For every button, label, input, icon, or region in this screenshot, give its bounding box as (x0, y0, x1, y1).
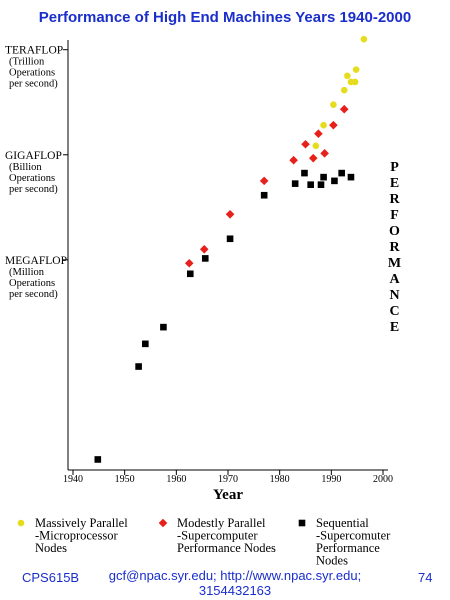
x-tick-label: 1970 (218, 474, 238, 485)
x-axis-title: Year (213, 487, 243, 503)
y-axis-title: PERFORMANCE (387, 160, 402, 336)
point (201, 255, 209, 262)
y-tick-label: MEGAFLOP (5, 255, 67, 267)
point (301, 169, 308, 177)
y-tick-label: TERAFLOP (5, 45, 63, 57)
y-tick-note: (Billion Operations per second) (9, 162, 58, 195)
point (331, 177, 338, 185)
point (330, 101, 337, 108)
point (340, 86, 348, 94)
point (142, 340, 149, 348)
x-tick-label: 1940 (63, 474, 83, 485)
point (347, 173, 355, 181)
point (314, 129, 323, 138)
point (184, 258, 194, 268)
chart-title: Performance of High End Machines Years 1… (39, 9, 411, 26)
point (320, 149, 329, 158)
footer-left: CPS615B (22, 570, 79, 585)
x-tick-label: 1950 (115, 474, 135, 485)
y-tick-note: (Million Operations per second) (9, 267, 58, 300)
point (352, 66, 360, 73)
point (360, 35, 368, 43)
point (260, 191, 268, 199)
point (94, 456, 102, 463)
point (226, 235, 234, 243)
point (186, 270, 194, 278)
y-tick-note: (Trillion Operations per second) (9, 57, 58, 90)
x-tick-label: 2000 (373, 474, 393, 485)
legend-label: Sequential -Supercomuter Performance Nodes (316, 516, 391, 568)
y-tick-label: GIGAFLOP (5, 150, 62, 162)
legend-marker (298, 519, 306, 527)
point (291, 180, 299, 187)
point (307, 181, 314, 188)
legend-label: Modestly Parallel -Supercomputer Performan… (177, 516, 276, 555)
point (320, 121, 327, 129)
point (160, 323, 167, 331)
point (317, 181, 325, 188)
point (344, 72, 351, 80)
point (199, 245, 209, 254)
x-tick-label: 1960 (166, 474, 186, 485)
point (329, 120, 338, 130)
legend-marker (158, 518, 168, 528)
legend-marker (17, 519, 25, 527)
point (259, 176, 269, 186)
point (308, 153, 318, 163)
point (225, 209, 235, 219)
point (135, 363, 142, 370)
point (301, 139, 310, 149)
point (320, 173, 327, 181)
point (351, 78, 359, 86)
point (289, 155, 298, 165)
legend-label: Massively Parallel -Microprocessor Nodes (35, 516, 128, 555)
point (339, 104, 349, 114)
footer-center: gcf@npac.syr.edu; http://www.npac.syr.ed… (109, 568, 361, 598)
x-tick-label: 1980 (270, 474, 290, 485)
point (338, 169, 345, 177)
footer-right: 74 (418, 570, 432, 585)
point (312, 142, 320, 150)
x-tick-label: 1990 (321, 474, 341, 485)
